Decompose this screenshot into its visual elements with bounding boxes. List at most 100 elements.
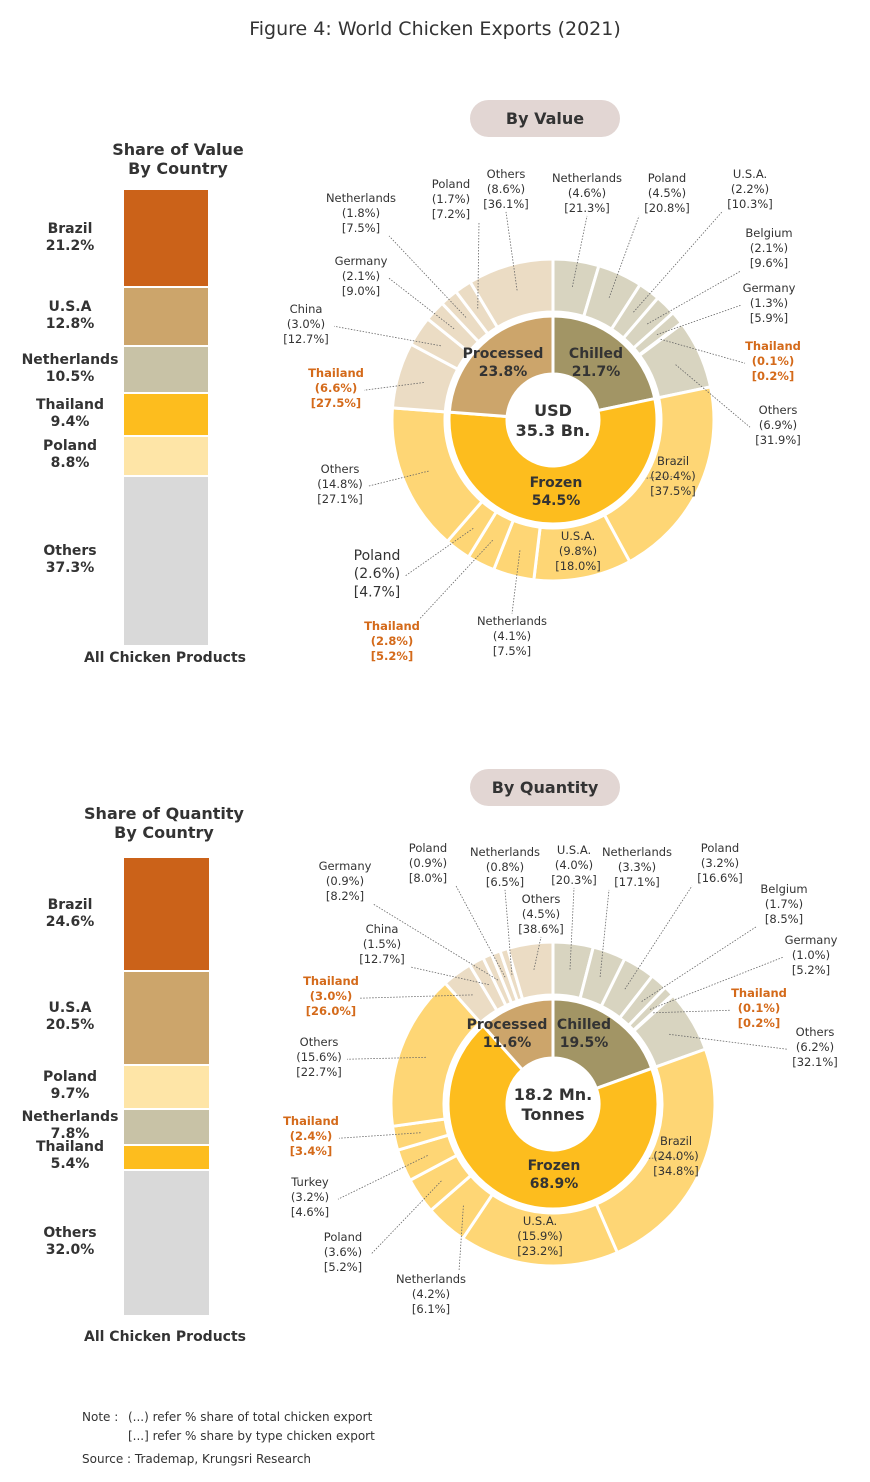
value-bar-segment-poland [124,435,208,476]
quantity-outer-label-poland-by_type: [8.0%] [409,871,447,885]
quantity-outer-label-brazil-name: Brazil [660,1134,692,1148]
value-bar-label-country: U.S.A [48,298,92,315]
quantity-outer-label-u-s-a-by_type: [20.3%] [551,873,597,887]
value-outer-label-thailand-by_type: [27.5%] [311,396,361,410]
value-leader-line [571,215,588,287]
value-outer-label-netherlands-by_type: [21.3%] [564,201,610,215]
value-leader-line [675,364,751,428]
quantity-outer-label-germany-by_type: [5.2%] [792,963,830,977]
value-bar-segment-u-s-a [124,286,208,345]
value-outer-label-china-total: (3.0%) [287,317,325,331]
note-line-1: (...) refer % share of total chicken exp… [128,1410,373,1424]
quantity-bar-label-country: U.S.A [48,1000,92,1017]
quantity-bar-segment-u-s-a [124,970,209,1065]
value-bar-segment-netherlands [124,344,208,393]
value-bar-title: Share of Value By Country [68,140,288,178]
value-outer-label-netherlands-name: Netherlands [326,191,396,205]
quantity-leader-line [409,966,489,986]
quantity-outer-label-china-name: China [366,922,399,936]
value-bar-footer: All Chicken Products [83,650,246,666]
quantity-outer-label-thailand-total: (3.0%) [310,989,352,1003]
quantity-outer-label-germany-total: (0.9%) [326,874,364,888]
value-outer-label-germany-by_type: [5.9%] [750,311,788,325]
value-bar-label-value: 37.3% [45,560,95,577]
value-outer-label-u-s-a-by_type: [18.0%] [555,559,601,573]
quantity-bar-label-u-s-a: U.S.A 20.5% [10,1000,130,1034]
value-outer-label-thailand-total: (2.8%) [371,634,413,648]
value-outer-label-netherlands-total: (4.6%) [568,186,606,200]
quantity-bar-label-country: Brazil [47,897,93,914]
value-bar-label-value: 21.2% [45,238,95,255]
quantity-outer-frozen-brazil [594,1047,717,1255]
source-note: Source : Trademap, Krungsri Research [82,1452,312,1466]
value-outer-label-netherlands-by_type: [7.5%] [342,221,380,235]
value-center-hole [507,374,599,466]
quantity-leader-line [346,1056,426,1060]
value-outer-label-brazil-name: Brazil [657,454,689,468]
value-outer-label-brazil-total: (20.4%) [650,469,696,483]
quantity-outer-label-poland-total: (3.6%) [324,1245,362,1259]
value-bar-label-value: 10.5% [45,368,95,385]
quantity-bar-label-value: 9.7% [50,1086,90,1103]
quantity-outer-label-thailand-name: Thailand [303,974,359,988]
quantity-outer-label-germany-name: Germany [785,933,838,947]
value-outer-label-u-s-a-name: U.S.A. [733,167,767,181]
quantity-outer-label-germany-name: Germany [319,859,372,873]
value-outer-label-thailand-by_type: [5.2%] [371,649,413,663]
quantity-leader-line [458,1205,464,1272]
value-inner-value-chilled: 21.7% [572,364,621,380]
quantity-outer-label-others-total: (15.6%) [296,1050,342,1064]
quantity-outer-label-belgium-by_type: [8.5%] [765,912,803,926]
value-outer-label-netherlands-total: (4.1%) [493,629,531,643]
value-inner-label-frozen: Frozen [530,475,583,491]
quantity-outer-label-poland-by_type: [16.6%] [697,871,743,885]
quantity-center-text: Tonnes [522,1105,585,1124]
value-outer-label-poland-by_type: [4.7%] [354,584,401,600]
value-bar-label-value: 8.8% [50,455,90,472]
value-outer-label-netherlands-name: Netherlands [552,171,622,185]
value-outer-label-others-total: (8.6%) [487,182,525,196]
quantity-outer-label-netherlands-total: (4.2%) [412,1287,450,1301]
quantity-outer-label-thailand-total: (2.4%) [290,1129,332,1143]
value-outer-label-u-s-a-name: U.S.A. [561,529,595,543]
quantity-outer-label-netherlands-name: Netherlands [396,1272,466,1286]
quantity-outer-label-brazil-by_type: [34.8%] [653,1164,699,1178]
value-outer-label-thailand-name: Thailand [745,339,801,353]
value-bar-label-u-s-a: U.S.A 12.8% [10,299,130,333]
quantity-bar-label-country: Netherlands [21,1109,119,1126]
value-bar-label-country: Others [43,543,97,560]
value-leader-line [477,221,480,309]
quantity-inner-frozen [446,1023,660,1211]
quantity-inner-label-frozen: Frozen [528,1158,581,1174]
quantity-outer-label-poland-name: Poland [324,1230,362,1244]
quantity-outer-label-brazil-total: (24.0%) [653,1149,699,1163]
value-outer-label-u-s-a-total: (2.2%) [731,182,769,196]
quantity-outer-label-thailand-name: Thailand [731,986,787,1000]
quantity-pie-title: By Quantity [470,769,620,806]
quantity-bar-label-country: Poland [42,1069,98,1086]
value-outer-label-others-name: Others [487,167,526,181]
value-leader-line [644,476,676,479]
quantity-outer-label-turkey-name: Turkey [290,1175,329,1189]
value-outer-label-belgium-name: Belgium [745,226,792,240]
quantity-bar-label-others: Others 32.0% [10,1225,130,1259]
quantity-outer-label-belgium-name: Belgium [760,882,807,896]
quantity-bar-label-country: Others [43,1224,97,1241]
value-outer-label-others-by_type: [36.1%] [483,197,529,211]
quantity-inner-value-processed: 11.6% [483,1035,532,1051]
value-bar-label-thailand: Thailand 9.4% [10,397,130,431]
quantity-center-hole [507,1058,599,1150]
quantity-bar-label-brazil: Brazil 24.6% [10,897,130,931]
quantity-bar-label-netherlands: Netherlands 7.8% [10,1109,130,1143]
quantity-outer-label-thailand-by_type: [3.4%] [290,1144,332,1158]
value-outer-label-others-by_type: [27.1%] [317,492,363,506]
quantity-outer-label-china-total: (1.5%) [363,937,401,951]
quantity-outer-label-netherlands-name: Netherlands [470,845,540,859]
quantity-outer-label-turkey-by_type: [4.6%] [291,1205,329,1219]
quantity-bar-label-value: 24.6% [45,914,95,931]
value-outer-label-poland-total: (4.5%) [648,186,686,200]
quantity-outer-label-thailand-by_type: [0.2%] [738,1016,780,1030]
value-outer-label-thailand-name: Thailand [308,366,364,380]
quantity-inner-label-processed: Processed [467,1017,548,1033]
